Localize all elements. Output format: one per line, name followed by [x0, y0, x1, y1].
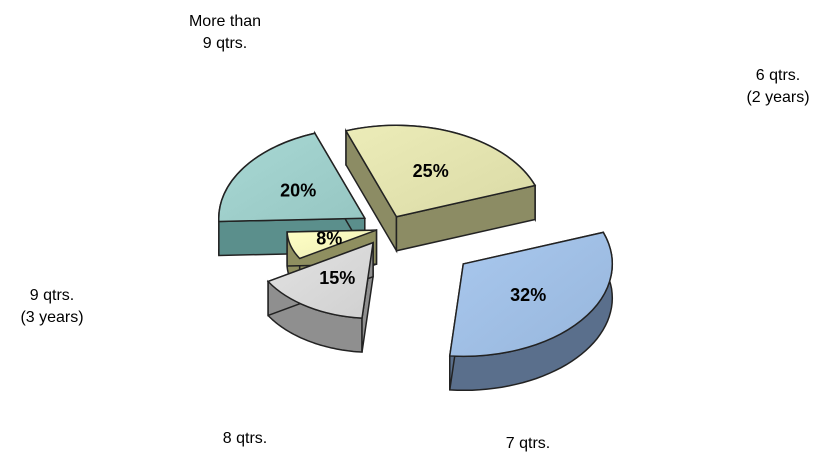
slice-value-label: 8%: [316, 229, 342, 249]
pie-slice-top: [448, 231, 614, 358]
slice-category-label: More than 9 qtrs.: [189, 13, 261, 52]
slice-value-label: 25%: [413, 161, 449, 181]
pie-slice-top: [218, 132, 367, 223]
slice-value-label: 20%: [280, 180, 316, 200]
slice-category-label: 8 qtrs.: [223, 430, 267, 447]
pie-slice-top: [266, 241, 375, 319]
slice-category-label: 6 qtrs. (2 years): [746, 67, 809, 106]
pie-slice-top: [344, 124, 537, 218]
slice-value-label: 15%: [319, 268, 355, 288]
pie-slice-top: [286, 229, 377, 260]
pie-slice: [266, 241, 375, 353]
slice-value-label: 32%: [510, 285, 546, 305]
slice-category-label: 9 qtrs. (3 years): [20, 287, 83, 326]
pie-slice: [344, 124, 537, 254]
pie-slice: [448, 231, 614, 392]
slice-category-label: 7 qtrs.: [506, 435, 550, 452]
